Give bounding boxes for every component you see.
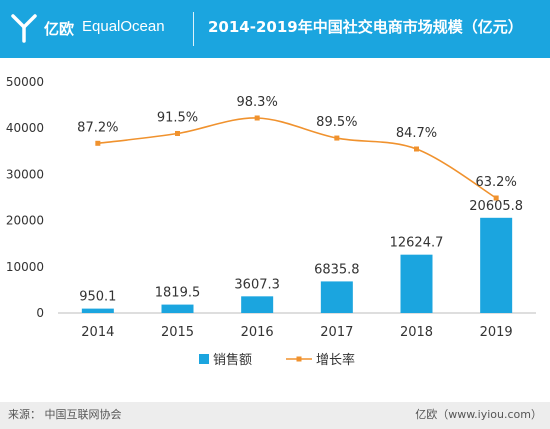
growth-rate-label: 91.5% <box>157 110 198 125</box>
y-tick-label: 50000 <box>6 75 44 89</box>
equalocean-logo-icon <box>11 14 37 43</box>
bar <box>81 308 114 313</box>
x-tick-label: 2019 <box>480 325 513 340</box>
y-tick-label: 40000 <box>6 121 44 135</box>
bar <box>320 281 353 313</box>
y-tick-label: 20000 <box>6 214 44 228</box>
growth-rate-point <box>254 115 260 121</box>
legend-bar-label: 销售额 <box>213 352 252 368</box>
bar-value-label: 20605.8 <box>469 199 523 214</box>
growth-rate-point <box>95 140 101 146</box>
legend-bar-swatch <box>199 354 209 364</box>
bar <box>480 217 513 313</box>
bar <box>161 304 194 313</box>
bar-value-label: 6835.8 <box>314 262 360 277</box>
brand-english: EqualOcean <box>82 18 165 35</box>
brand-chinese: 亿欧 <box>44 20 75 38</box>
legend-line-label: 增长率 <box>316 352 355 368</box>
header-bar: 亿欧 EqualOcean 2014-2019年中国社交电商市场规模（亿元） <box>0 0 550 58</box>
x-tick-label: 2018 <box>400 325 433 340</box>
site-credit: 亿欧（www.iyiou.com） <box>415 408 542 421</box>
x-tick-label: 2015 <box>161 325 194 340</box>
chart: 0 10000 20000 30000 40000 50000 950.1 2014 1819.… <box>6 75 536 368</box>
y-tick-label: 30000 <box>6 167 44 181</box>
bar <box>400 254 433 313</box>
footer-bar <box>0 402 550 429</box>
growth-rate-label: 98.3% <box>237 95 278 110</box>
growth-rate-label: 84.7% <box>396 126 437 141</box>
bar-value-label: 1819.5 <box>155 286 201 301</box>
y-tick-label: 10000 <box>6 260 44 274</box>
growth-rate-point <box>175 130 180 136</box>
growth-rate-point <box>334 135 340 141</box>
growth-rate-label: 63.2% <box>476 175 517 190</box>
source-note: 来源： 中国互联网协会 <box>8 408 122 421</box>
bar-value-label: 950.1 <box>79 290 116 305</box>
x-tick-label: 2016 <box>241 325 274 340</box>
legend-line-marker <box>296 356 302 362</box>
x-tick-label: 2014 <box>81 325 114 340</box>
bar-value-label: 12624.7 <box>390 236 444 251</box>
growth-rate-label: 87.2% <box>77 120 118 135</box>
y-tick-label: 0 <box>36 306 44 320</box>
bar-value-label: 3607.3 <box>234 277 280 292</box>
growth-rate-point <box>414 146 419 152</box>
x-tick-label: 2017 <box>320 325 353 340</box>
header-divider <box>193 12 194 46</box>
bar <box>241 296 274 313</box>
growth-rate-label: 89.5% <box>316 115 357 130</box>
chart-title: 2014-2019年中国社交电商市场规模（亿元） <box>208 18 523 36</box>
growth-rate-point <box>493 195 499 201</box>
